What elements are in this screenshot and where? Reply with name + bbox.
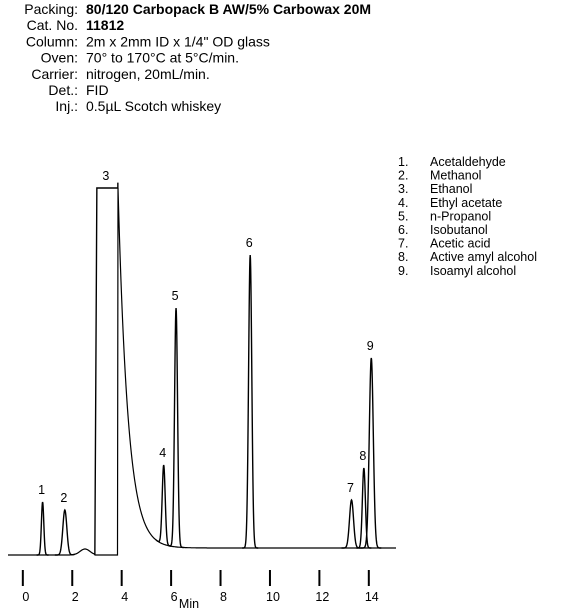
- legend-name: Ethyl acetate: [430, 196, 502, 210]
- legend-number: 9.: [398, 264, 408, 278]
- legend-name: Ethanol: [430, 182, 472, 196]
- detail-label: Oven:: [41, 50, 78, 66]
- peak: [168, 307, 184, 549]
- detail-label: Cat. No.: [27, 17, 78, 33]
- legend-name: Isoamyl alcohol: [430, 264, 516, 278]
- legend-name: Acetaldehyde: [430, 155, 506, 169]
- legend-number: 8.: [398, 250, 408, 264]
- peak: [361, 357, 382, 549]
- legend-number: 7.: [398, 237, 408, 251]
- peak: [155, 464, 172, 547]
- peak-label: 2: [60, 491, 67, 505]
- legend-name: Methanol: [430, 169, 481, 183]
- detail-value: 70° to 170°C at 5°C/min.: [86, 50, 239, 66]
- x-tick-label: 0: [22, 590, 29, 604]
- detail-value: FID: [86, 82, 109, 98]
- detail-label: Column:: [26, 33, 78, 49]
- peak: [94, 182, 119, 556]
- peak: [356, 467, 372, 549]
- peak-label: 7: [347, 481, 354, 495]
- legend-name: Isobutanol: [430, 223, 488, 237]
- detail-label: Inj.:: [55, 98, 78, 114]
- peak: [36, 501, 49, 556]
- detail-label: Det.:: [48, 82, 78, 98]
- peak-label: 3: [102, 169, 109, 183]
- x-tick-label: 6: [171, 590, 178, 604]
- peak-label: 8: [359, 449, 366, 463]
- peak: [54, 508, 75, 556]
- peak: [341, 498, 362, 549]
- x-tick-label: 8: [220, 590, 227, 604]
- peak-label: 6: [246, 236, 253, 250]
- legend-number: 1.: [398, 155, 408, 169]
- peak-label: 9: [367, 339, 374, 353]
- x-tick-label: 12: [315, 590, 329, 604]
- x-axis-label: Min: [179, 597, 199, 611]
- x-tick-label: 10: [266, 590, 280, 604]
- legend-number: 6.: [398, 223, 408, 237]
- peak-label: 5: [172, 289, 179, 303]
- legend-name: Active amyl alcohol: [430, 250, 537, 264]
- peak: [242, 254, 259, 549]
- detail-label: Packing:: [24, 1, 78, 17]
- legend-number: 3.: [398, 182, 408, 196]
- legend-name: n-Propanol: [430, 209, 491, 223]
- x-tick-label: 4: [121, 590, 128, 604]
- detail-value: nitrogen, 20mL/min.: [86, 66, 210, 82]
- peak-label: 1: [38, 483, 45, 497]
- x-tick-label: 14: [365, 590, 379, 604]
- x-tick-label: 2: [72, 590, 79, 604]
- legend-number: 4.: [398, 196, 408, 210]
- peak-label: 4: [159, 446, 166, 460]
- legend-name: Acetic acid: [430, 237, 490, 251]
- detail-label: Carrier:: [31, 66, 78, 82]
- legend-number: 2.: [398, 169, 408, 183]
- detail-value: 11812: [86, 17, 124, 33]
- detail-value: 2m x 2mm ID x 1/4" OD glass: [86, 33, 270, 49]
- detail-value: 80/120 Carbopack B AW/5% Carbowax 20M: [86, 1, 371, 17]
- detail-value: 0.5µL Scotch whiskey: [86, 98, 221, 114]
- legend-number: 5.: [398, 209, 408, 223]
